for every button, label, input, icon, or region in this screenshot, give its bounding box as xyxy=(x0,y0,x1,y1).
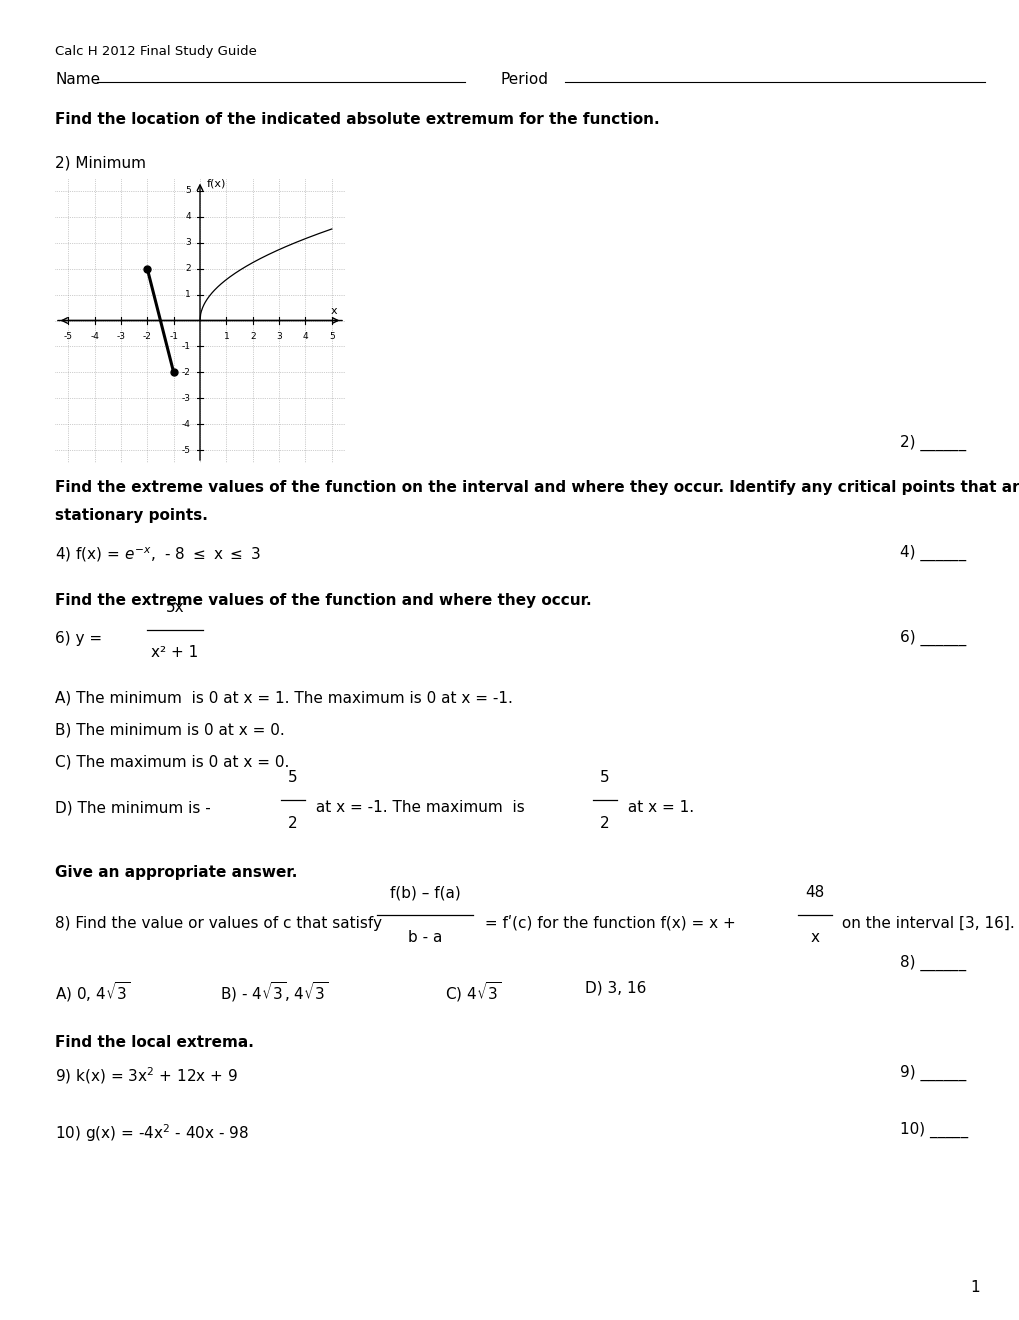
Text: 4) ______: 4) ______ xyxy=(899,545,965,561)
Text: 6) y =: 6) y = xyxy=(55,631,102,645)
Text: -5: -5 xyxy=(181,446,191,454)
Text: -4: -4 xyxy=(181,420,191,429)
Text: 3: 3 xyxy=(276,333,281,341)
Text: 2: 2 xyxy=(288,816,298,832)
Text: Find the extreme values of the function on the interval and where they occur. Id: Find the extreme values of the function … xyxy=(55,480,1019,495)
Text: stationary points.: stationary points. xyxy=(55,508,208,523)
Text: 4: 4 xyxy=(303,333,308,341)
Text: 10) g(x) = -4x$^2$ - 40x - 98: 10) g(x) = -4x$^2$ - 40x - 98 xyxy=(55,1122,249,1143)
Text: 1: 1 xyxy=(969,1280,979,1295)
Text: -3: -3 xyxy=(116,333,125,341)
Text: Name: Name xyxy=(55,73,100,87)
Text: -3: -3 xyxy=(181,393,191,403)
Text: x: x xyxy=(331,306,337,317)
Text: D) The minimum is -: D) The minimum is - xyxy=(55,800,211,816)
Text: 1: 1 xyxy=(223,333,229,341)
Text: 2) Minimum: 2) Minimum xyxy=(55,154,146,170)
Text: -2: -2 xyxy=(181,368,191,376)
Text: Find the extreme values of the function and where they occur.: Find the extreme values of the function … xyxy=(55,593,591,609)
Text: at x = 1.: at x = 1. xyxy=(623,800,694,816)
Text: A) 0, 4$\sqrt{3}$: A) 0, 4$\sqrt{3}$ xyxy=(55,979,130,1005)
Text: C) The maximum is 0 at x = 0.: C) The maximum is 0 at x = 0. xyxy=(55,754,289,770)
Text: f(b) – f(a): f(b) – f(a) xyxy=(389,884,460,900)
Text: B) The minimum is 0 at x = 0.: B) The minimum is 0 at x = 0. xyxy=(55,722,284,737)
Text: Calc H 2012 Final Study Guide: Calc H 2012 Final Study Guide xyxy=(55,45,257,58)
Text: D) 3, 16: D) 3, 16 xyxy=(585,979,646,995)
Text: x² + 1: x² + 1 xyxy=(151,645,199,660)
Text: A) The minimum  is 0 at x = 1. The maximum is 0 at x = -1.: A) The minimum is 0 at x = 1. The maximu… xyxy=(55,690,513,705)
Text: 9) k(x) = 3x$^2$ + 12x + 9: 9) k(x) = 3x$^2$ + 12x + 9 xyxy=(55,1065,237,1085)
Text: -4: -4 xyxy=(90,333,99,341)
Text: = fʹ(c) for the function f(x) = x +: = fʹ(c) for the function f(x) = x + xyxy=(480,915,740,931)
Text: b - a: b - a xyxy=(408,931,442,945)
Text: 10) _____: 10) _____ xyxy=(899,1122,967,1138)
Text: 8) Find the value or values of c that satisfy: 8) Find the value or values of c that sa… xyxy=(55,916,382,931)
Text: Find the local extrema.: Find the local extrema. xyxy=(55,1035,254,1049)
Text: 5x: 5x xyxy=(165,601,184,615)
Text: Give an appropriate answer.: Give an appropriate answer. xyxy=(55,865,298,880)
Text: -1: -1 xyxy=(169,333,178,341)
Text: 4: 4 xyxy=(185,213,191,222)
Text: 5: 5 xyxy=(184,186,191,195)
Text: 2: 2 xyxy=(599,816,609,832)
Text: 6) ______: 6) ______ xyxy=(899,630,965,645)
Text: 2: 2 xyxy=(250,333,256,341)
Text: 5: 5 xyxy=(328,333,334,341)
Text: C) 4$\sqrt{3}$: C) 4$\sqrt{3}$ xyxy=(444,979,500,1005)
Text: 1: 1 xyxy=(184,290,191,300)
Text: 8) ______: 8) ______ xyxy=(899,954,965,972)
Text: x: x xyxy=(810,931,818,945)
Text: B) - 4$\sqrt{3}$, 4$\sqrt{3}$: B) - 4$\sqrt{3}$, 4$\sqrt{3}$ xyxy=(220,979,328,1005)
Text: -2: -2 xyxy=(143,333,152,341)
Text: Period: Period xyxy=(499,73,547,87)
Text: 9) ______: 9) ______ xyxy=(899,1065,965,1081)
Text: 5: 5 xyxy=(599,770,609,785)
Text: -1: -1 xyxy=(181,342,191,351)
Text: at x = -1. The maximum  is: at x = -1. The maximum is xyxy=(311,800,524,816)
Text: 48: 48 xyxy=(805,884,823,900)
Text: -5: -5 xyxy=(63,333,72,341)
Text: 4) f(x) = $e^{-x}$,  - 8 $\leq$ x $\leq$ 3: 4) f(x) = $e^{-x}$, - 8 $\leq$ x $\leq$ … xyxy=(55,545,261,564)
Text: on the interval [3, 16].: on the interval [3, 16]. xyxy=(837,916,1014,931)
Text: 3: 3 xyxy=(184,239,191,247)
Text: 2) ______: 2) ______ xyxy=(899,436,965,451)
Text: 2: 2 xyxy=(185,264,191,273)
Text: 5: 5 xyxy=(288,770,298,785)
Text: f(x): f(x) xyxy=(207,178,226,189)
Text: Find the location of the indicated absolute extremum for the function.: Find the location of the indicated absol… xyxy=(55,112,659,127)
